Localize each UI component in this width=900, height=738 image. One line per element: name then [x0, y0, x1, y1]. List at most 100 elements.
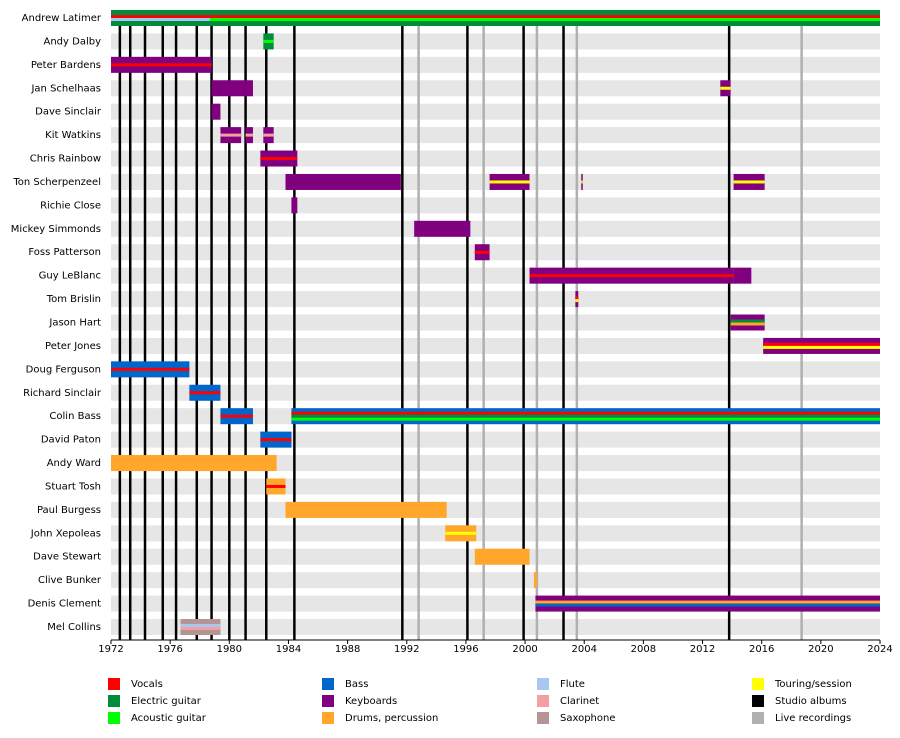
row-band [111, 337, 880, 354]
role-stripe [445, 531, 477, 535]
x-tick-label: 1988 [335, 644, 360, 655]
membership-bar [211, 103, 221, 120]
role-stripe [263, 39, 274, 43]
legend-label: Flute [560, 679, 585, 690]
member-name: Paul Burgess [37, 505, 101, 516]
role-stripe [730, 319, 765, 323]
x-tick-label: 1972 [98, 644, 123, 655]
row-band [111, 384, 880, 401]
member-name: Peter Bardens [31, 60, 101, 71]
x-tick-label: 1984 [276, 644, 301, 655]
legend-swatch [322, 678, 334, 690]
role-stripe [535, 603, 880, 607]
role-stripe [111, 15, 211, 18]
x-tick-label: 1992 [394, 644, 419, 655]
member-name: Andy Dalby [44, 36, 102, 47]
role-stripe [489, 180, 530, 184]
membership-bar [111, 455, 253, 472]
legend-swatch [752, 678, 764, 690]
legend-label: Saxophone [560, 713, 616, 724]
legend-label: Drums, percussion [345, 713, 438, 724]
member-name: Kit Watkins [45, 130, 101, 141]
role-stripe [180, 627, 221, 630]
membership-bar [533, 572, 537, 589]
row-band [111, 56, 880, 73]
x-tick-label: 1996 [453, 644, 478, 655]
x-tick-label: 2000 [512, 644, 537, 655]
member-name: Denis Clement [28, 599, 102, 610]
x-tick-label: 2016 [749, 644, 774, 655]
member-name: Guy LeBlanc [39, 271, 101, 282]
member-name: Clive Bunker [38, 575, 102, 586]
role-stripe [474, 250, 490, 254]
row-band [111, 314, 880, 331]
role-stripe [260, 157, 298, 161]
legend-swatch [537, 712, 549, 724]
role-stripe [575, 296, 579, 300]
membership-bar [733, 267, 752, 284]
member-name: Tom Brislin [46, 294, 101, 305]
member-name: John Xepoleas [30, 528, 101, 539]
member-name: Dave Stewart [33, 552, 101, 563]
legend-swatch [322, 695, 334, 707]
x-tick-label: 2012 [690, 644, 715, 655]
x-tick-label: 2004 [572, 644, 597, 655]
member-name: Ton Scherpenzeel [12, 177, 101, 188]
member-name: Andrew Latimer [22, 13, 102, 24]
row-band [111, 150, 880, 167]
row-band [111, 197, 880, 214]
membership-bar [252, 455, 277, 472]
role-stripe [263, 133, 274, 137]
role-stripe [291, 411, 881, 415]
member-name: Jason Hart [48, 318, 101, 329]
member-name: Doug Ferguson [26, 364, 101, 375]
role-stripe [180, 624, 221, 627]
row-band [111, 501, 880, 518]
legend-swatch [752, 695, 764, 707]
role-stripe [529, 274, 734, 278]
legend-label: Touring/session [774, 679, 852, 690]
member-name: Mel Collins [47, 622, 101, 633]
row-band [111, 267, 880, 284]
legend-label: Keyboards [345, 696, 397, 707]
row-band [111, 525, 880, 542]
role-stripe [733, 180, 765, 184]
role-stripe [220, 133, 242, 137]
role-stripe [763, 345, 880, 349]
member-name: Richard Sinclair [23, 388, 102, 399]
member-name: Colin Bass [49, 411, 101, 422]
row-band [111, 127, 880, 144]
x-tick-label: 2020 [808, 644, 833, 655]
row-band [111, 244, 880, 261]
member-name: Dave Sinclair [35, 107, 102, 118]
member-name: Stuart Tosh [45, 481, 101, 492]
member-name: Andy Ward [47, 458, 101, 469]
role-stripe [111, 18, 211, 21]
membership-bar [414, 220, 471, 237]
legend-label: Bass [345, 679, 368, 690]
row-band [111, 33, 880, 50]
member-name: Mickey Simmonds [11, 224, 101, 235]
legend-label: Vocals [131, 679, 163, 690]
legend-label: Clarinet [560, 696, 599, 707]
role-stripe [260, 438, 292, 442]
legend-swatch [108, 695, 120, 707]
member-name: Peter Jones [45, 341, 101, 352]
legend-swatch [537, 678, 549, 690]
row-band [111, 619, 880, 635]
legend-swatch [537, 695, 549, 707]
membership-bar [285, 501, 447, 518]
member-name: Richie Close [40, 200, 101, 211]
role-stripe [720, 86, 731, 90]
legend-swatch [108, 712, 120, 724]
row-band [111, 431, 880, 448]
member-name: Jan Schelhaas [30, 83, 101, 94]
membership-bar [474, 548, 530, 565]
role-stripe [763, 342, 880, 346]
role-stripe [210, 18, 880, 21]
membership-bar [211, 80, 253, 97]
member-name: Foss Patterson [28, 247, 101, 258]
legend-label: Live recordings [775, 713, 851, 724]
role-stripe [575, 299, 579, 303]
row-band [111, 478, 880, 495]
